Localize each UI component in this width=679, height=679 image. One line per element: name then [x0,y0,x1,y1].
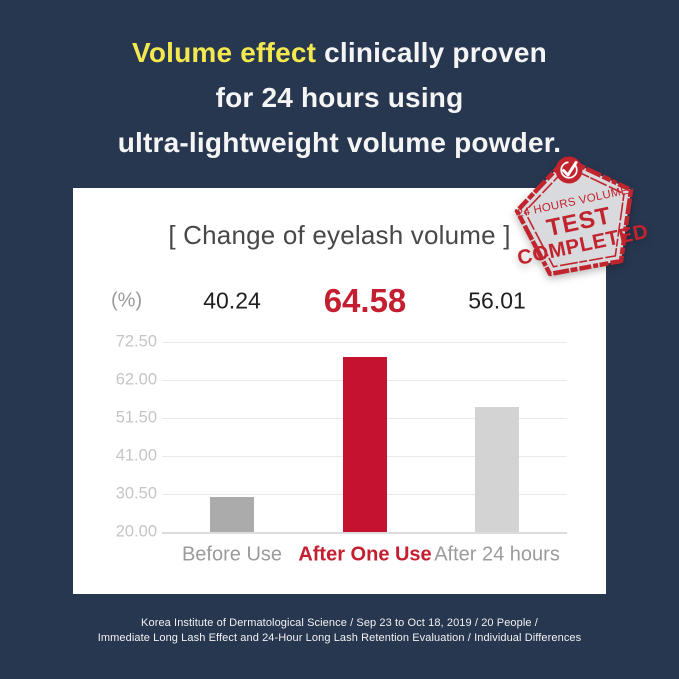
y-tick-label: 62.00 [115,370,157,389]
bar-before-use [210,497,254,532]
bar-value-label: 40.24 [203,287,261,314]
footer-line-1: Korea Institute of Dermatological Scienc… [141,617,538,629]
y-tick-label: 20.00 [115,522,157,541]
chart-card: [ Change of eyelash volume ] (%) 72.50 62… [73,188,606,594]
y-tick-label: 41.00 [115,446,157,465]
y-axis-unit-label: (%) [111,289,143,312]
headline-highlight: Volume effect [132,37,317,68]
check-circle-icon [555,156,583,184]
bar-value-label: 64.58 [323,282,407,319]
bar-value-label: 56.01 [468,287,526,314]
bar-after-one-use [343,357,387,532]
footer-line-2: Immediate Long Lash Effect and 24-Hour L… [97,632,582,644]
headline-line-1-rest: clinically proven [316,37,547,68]
x-category-label: Before Use [181,543,283,566]
y-tick-label: 51.50 [115,408,157,427]
stamp-pentagon [514,156,634,277]
headline-line-1: Volume effect clinically proven [0,30,679,75]
chart-title: [ Change of eyelash volume ] [168,220,511,250]
plot-area: 72.50 62.00 51.50 41.00 30.50 20.00 40.24 64.58… [73,188,606,594]
headline-line-2: for 24 hours using [215,82,464,113]
headline-line-3: ultra-lightweight volume powder. [117,127,562,158]
y-tick-label: 72.50 [115,332,157,351]
x-category-label: After 24 hours [434,543,560,566]
gridline [162,342,567,343]
headline: Volume effect clinically proven for 24 h… [0,30,679,165]
bar-after-24-hours [475,406,519,532]
stamp-inner-outline [523,165,625,268]
x-category-label: After One Use [298,543,432,566]
y-tick-label: 30.50 [115,484,157,503]
test-completed-stamp: 24 HOURS VOLUME TEST COMPLETED [514,156,650,277]
footer-note: Korea Institute of Dermatological Scienc… [0,616,679,646]
x-axis-baseline [162,532,567,534]
